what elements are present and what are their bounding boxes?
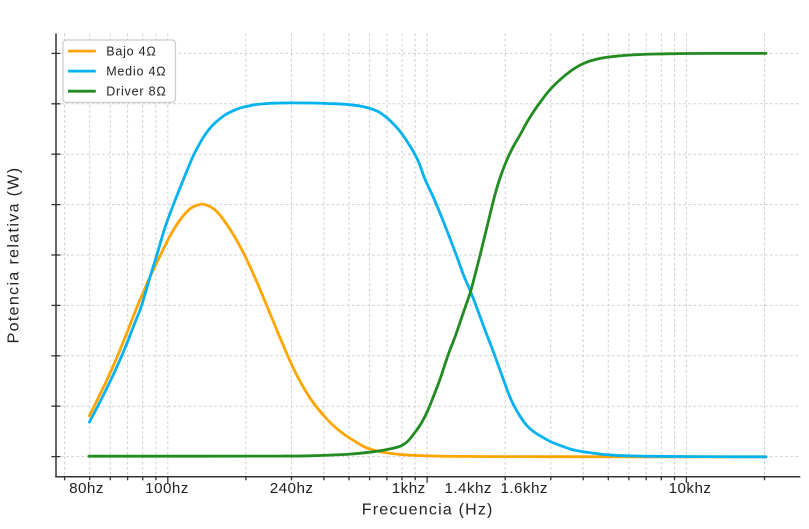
svg-text:100hz: 100hz xyxy=(145,480,189,497)
svg-text:Bajo 4Ω: Bajo 4Ω xyxy=(106,45,156,59)
svg-text:1.6khz: 1.6khz xyxy=(500,480,547,497)
svg-text:10khz: 10khz xyxy=(669,480,712,497)
svg-text:1.4khz: 1.4khz xyxy=(444,480,491,497)
svg-text:Medio 4Ω: Medio 4Ω xyxy=(106,65,166,79)
svg-text:Driver 8Ω: Driver 8Ω xyxy=(106,85,166,99)
svg-text:240hz: 240hz xyxy=(270,480,314,497)
svg-text:Potencia relativa (W): Potencia relativa (W) xyxy=(6,167,23,344)
svg-text:80hz: 80hz xyxy=(69,480,104,497)
svg-text:1khz: 1khz xyxy=(392,480,426,497)
svg-text:Frecuencia (Hz): Frecuencia (Hz) xyxy=(362,502,494,519)
